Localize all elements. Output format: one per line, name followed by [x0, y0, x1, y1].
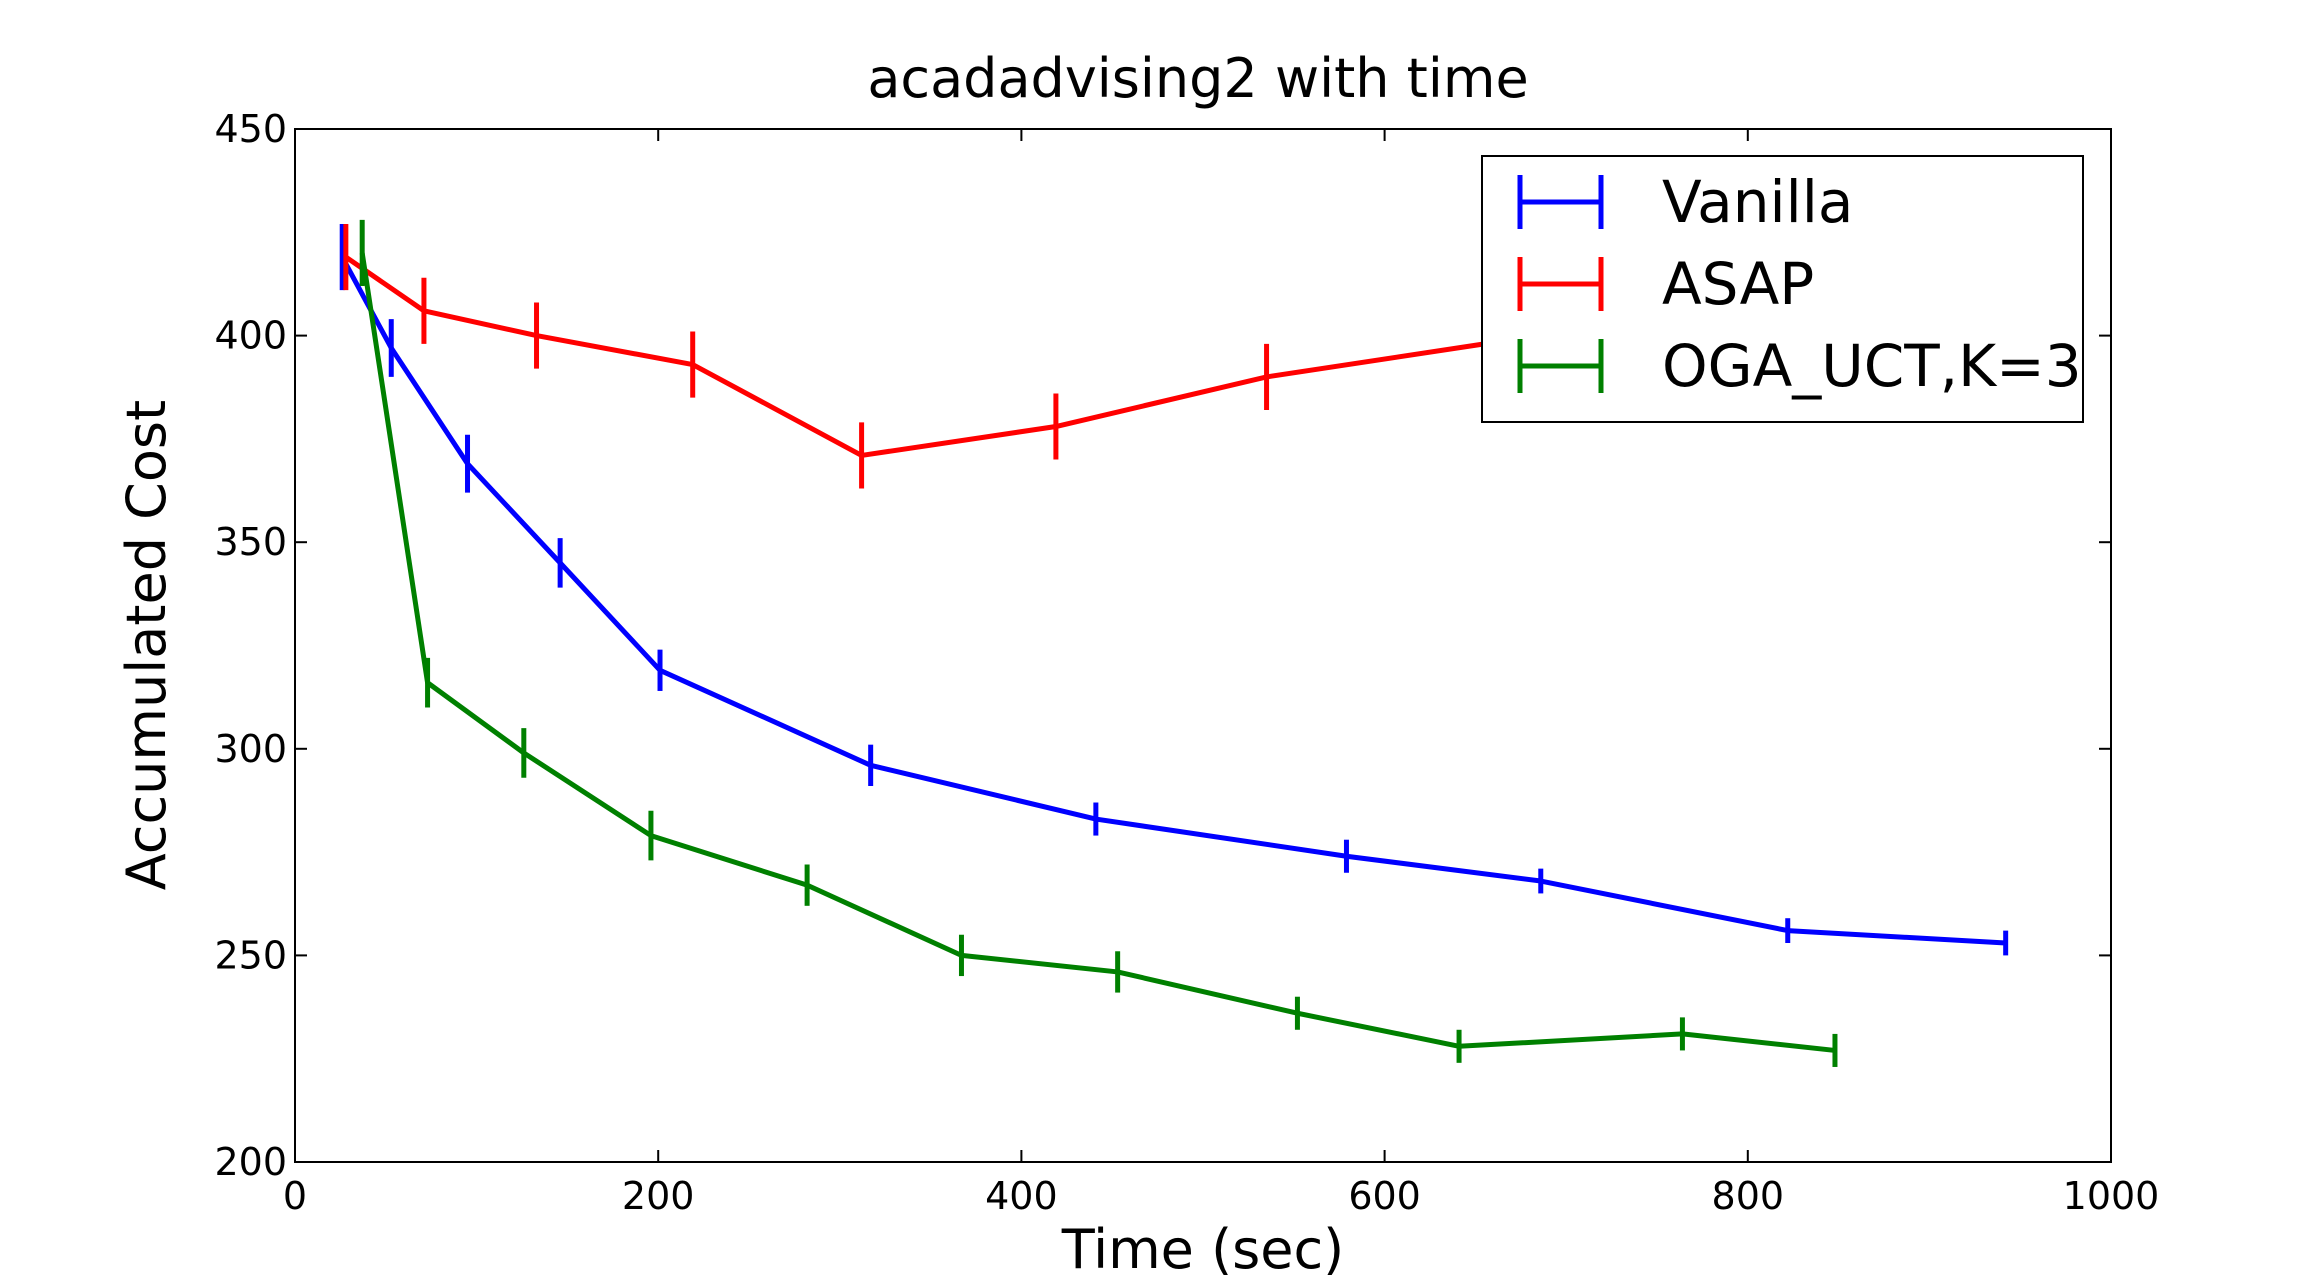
series-asap [343, 224, 1487, 489]
x-tick-label: 0 [283, 1174, 307, 1218]
series-oga-uct-k-3 [359, 219, 1838, 1067]
x-tick-label: 1000 [2063, 1174, 2160, 1218]
y-tick-label: 400 [214, 314, 287, 358]
y-tick-label: 350 [214, 520, 287, 564]
y-axis-label: Accumulated Cost [115, 400, 178, 890]
x-tick-label: 600 [1348, 1174, 1421, 1218]
series-line [344, 255, 1485, 458]
legend-label: OGA_UCT,K=3 [1662, 332, 2082, 400]
x-tick-label: 400 [985, 1174, 1058, 1218]
legend-item: Vanilla [1517, 168, 1853, 236]
y-tick-label: 300 [214, 727, 287, 771]
y-tick-label: 200 [214, 1140, 287, 1184]
legend-label: ASAP [1662, 250, 1814, 318]
legend: Vanilla ASAP OGA_UCT,K=3 [1481, 155, 2084, 423]
series-layer [339, 219, 2009, 1067]
legend-label: Vanilla [1662, 168, 1853, 236]
x-axis-label: Time (sec) [1061, 1218, 1345, 1277]
legend-item: OGA_UCT,K=3 [1517, 332, 2082, 400]
x-tick-label: 200 [622, 1174, 695, 1218]
y-tick-label: 250 [214, 933, 287, 977]
plot-frame [294, 128, 2112, 1163]
series-vanilla [339, 224, 2009, 956]
legend-item: ASAP [1517, 250, 1814, 318]
chart-title: acadadvising2 with time [867, 47, 1528, 110]
y-tick-label: 450 [214, 107, 287, 151]
x-tick-label: 800 [1712, 1174, 1785, 1218]
